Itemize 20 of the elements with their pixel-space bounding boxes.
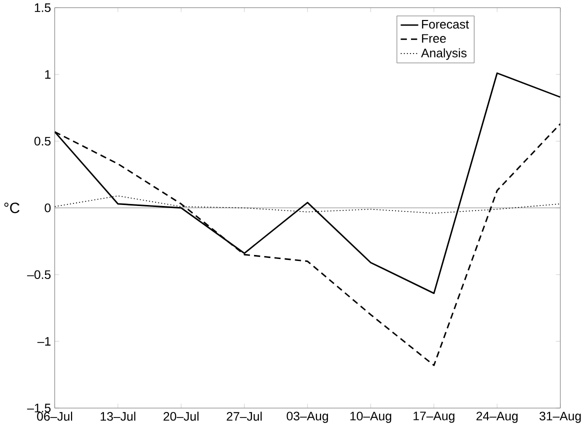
x-tick-label: 17–Aug <box>414 412 454 423</box>
y-tick-label: 1 <box>45 70 50 79</box>
y-tick-label: 1.5 <box>34 3 51 12</box>
x-tick-label: 27–Jul <box>226 412 262 421</box>
legend-label: Analysis <box>421 48 467 60</box>
x-tick-label: 31–Aug <box>540 412 581 423</box>
x-tick-label: 13–Jul <box>100 412 136 421</box>
y-tick-label: 0 <box>44 203 51 212</box>
x-tick-label: 10–Aug <box>350 412 392 423</box>
y-tick-label: –0.5 <box>27 270 51 279</box>
x-tick-label: 03–Aug <box>286 412 328 423</box>
y-tick-label: –1.5 <box>27 404 51 412</box>
legend-label: Free <box>422 34 446 43</box>
x-tick-label: 24–Aug <box>476 412 518 423</box>
y-tick-label: 0.5 <box>34 136 51 146</box>
y-tick-label: –1 <box>37 336 50 346</box>
y-axis-title: °C <box>4 202 20 213</box>
x-tick-label: 06–Jul <box>37 412 72 421</box>
x-tick-label: 20–Jul <box>164 412 198 421</box>
legend-label: Forecast <box>422 20 469 29</box>
